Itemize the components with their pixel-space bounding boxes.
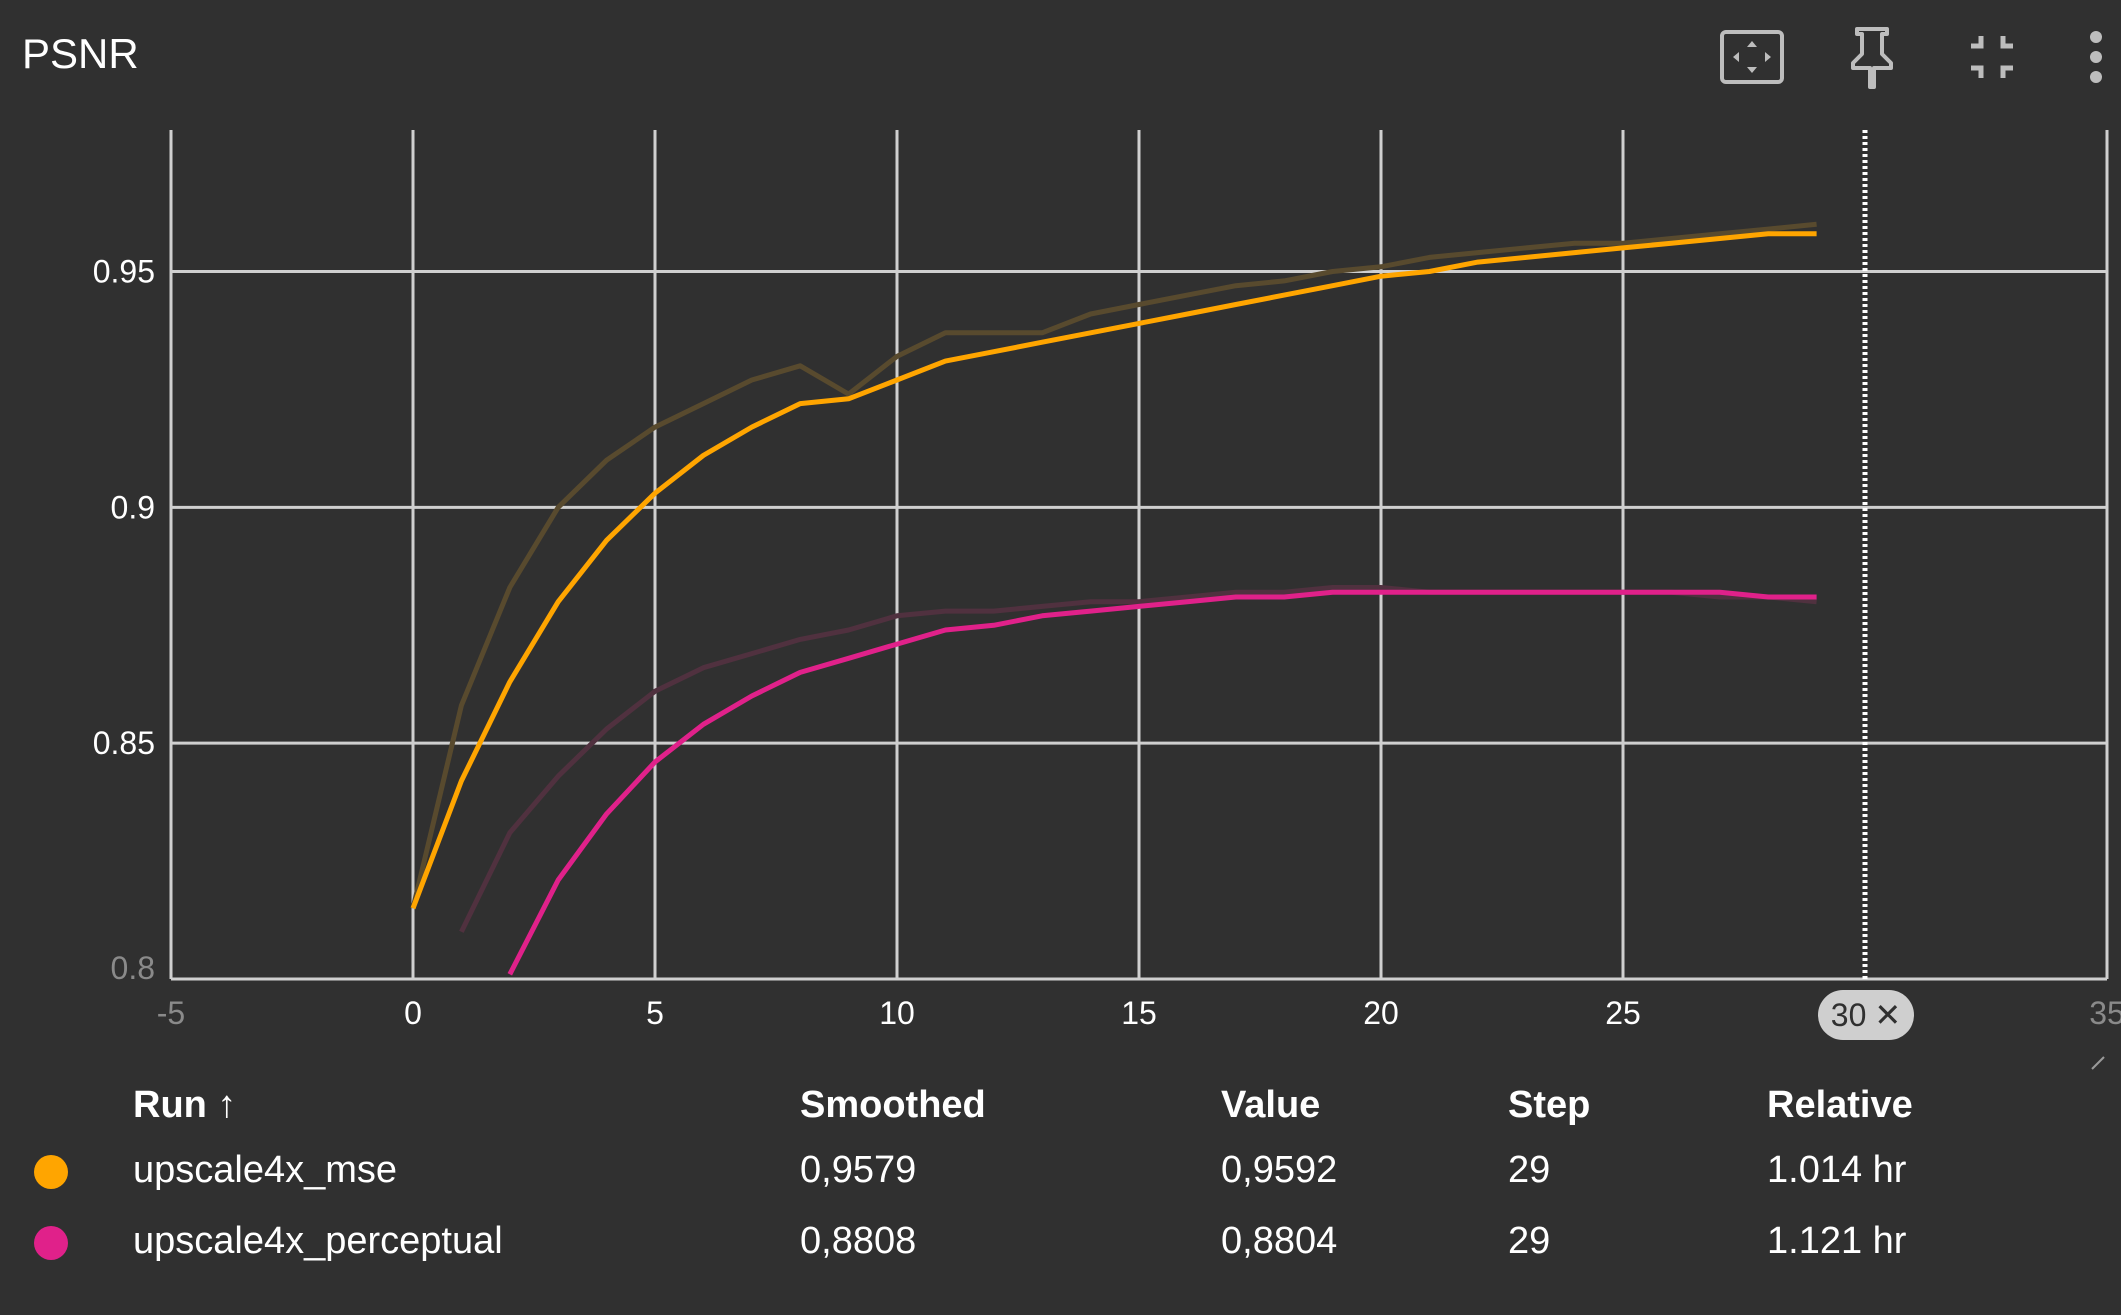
close-icon[interactable]: ✕ <box>1874 997 1902 1033</box>
run-color-dot <box>34 1225 68 1260</box>
resize-handle-icon[interactable] <box>2090 1055 2106 1071</box>
x-tick-label: 10 <box>879 995 915 1031</box>
pin-button[interactable] <box>1836 22 1908 92</box>
smoothed-value: 0,9579 <box>800 1149 917 1191</box>
card-title: PSNR <box>22 30 139 77</box>
series-line-upscale4x_perceptual-smoothed <box>507 589 1817 976</box>
x-tick-label: 5 <box>646 995 664 1031</box>
relative-column-header[interactable]: Relative <box>1767 1083 1913 1126</box>
more-vert-icon <box>2090 31 2102 83</box>
step-column-header[interactable]: Step <box>1508 1083 1591 1126</box>
run-column-header[interactable]: Run ↑ <box>133 1083 237 1126</box>
step-selector-chip[interactable]: 30 ✕ <box>1818 990 1914 1040</box>
psnr-chart[interactable]: 0.8 0.85 0.9 0.95 -5 0 5 10 15 20 25 35 <box>0 0 2121 1060</box>
run-table-header: Run ↑ Smoothed Value Step Relative <box>0 1075 2067 1135</box>
pin-icon <box>1851 27 1893 89</box>
more-button[interactable] <box>2071 22 2121 92</box>
relative-value: 1.014 hr <box>1767 1149 1907 1191</box>
step-value: 29 <box>1508 1149 1551 1191</box>
raw-value: 0,8804 <box>1221 1220 1338 1262</box>
smoothed-value: 0,8808 <box>800 1220 917 1262</box>
x-tick-label: 20 <box>1363 995 1399 1031</box>
fit-domain-button[interactable] <box>1716 22 1788 92</box>
x-tick-label: 0 <box>404 995 422 1031</box>
run-name: upscale4x_mse <box>133 1149 398 1191</box>
run-table: Run ↑ Smoothed Value Step Relative upsca… <box>0 1075 2067 1277</box>
series-line-upscale4x_mse-smoothed <box>410 231 1817 910</box>
table-row[interactable]: upscale4x_perceptual 0,8808 0,8804 29 1.… <box>0 1206 2067 1277</box>
y-tick-label: 0.85 <box>93 725 155 761</box>
y-tick-label: 0.8 <box>111 950 155 986</box>
series-line-upscale4x_mse-raw <box>410 221 1817 909</box>
smoothed-column-header[interactable]: Smoothed <box>800 1083 986 1126</box>
x-tick-label: 25 <box>1605 995 1641 1031</box>
y-tick-label: 0.9 <box>111 489 155 525</box>
x-tick-label: -5 <box>157 995 185 1031</box>
step-value: 29 <box>1508 1220 1551 1262</box>
collapse-button[interactable] <box>1956 22 2028 92</box>
relative-value: 1.121 hr <box>1767 1220 1907 1262</box>
value-column-header[interactable]: Value <box>1221 1083 1321 1126</box>
x-tick-label: 35 <box>2089 995 2121 1031</box>
run-color-dot <box>34 1154 68 1189</box>
run-name: upscale4x_perceptual <box>133 1220 503 1262</box>
x-tick-label: 15 <box>1121 995 1157 1031</box>
raw-value: 0,9592 <box>1221 1149 1338 1191</box>
fit-domain-icon <box>1720 30 1784 84</box>
table-row[interactable]: upscale4x_mse 0,9579 0,9592 29 1.014 hr <box>0 1135 2067 1206</box>
step-selector-value: 30 <box>1830 996 1867 1033</box>
collapse-icon <box>1971 36 2013 78</box>
y-tick-label: 0.95 <box>93 254 155 290</box>
